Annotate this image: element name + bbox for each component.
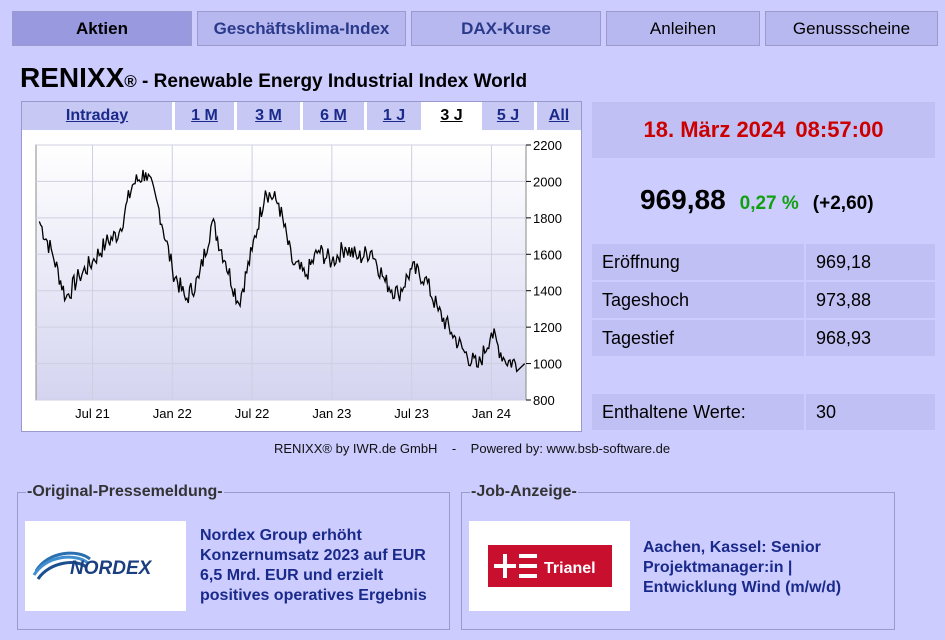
press-release-legend: -Original-Pressemeldung- <box>26 483 224 501</box>
y-tick-label: 2000 <box>533 174 562 189</box>
stats-value: 973,88 <box>806 282 935 318</box>
stats-label: Eröffnung <box>592 244 804 280</box>
trianel-logo-icon: Trianel <box>487 545 612 587</box>
job-ad-legend: -Job-Anzeige- <box>470 483 578 501</box>
y-tick-label: 800 <box>533 393 555 408</box>
y-tick-label: 1200 <box>533 320 562 335</box>
x-tick-label: Jul 23 <box>394 406 429 421</box>
range-tabs: Intraday 1 M 3 M 6 M 1 J 3 J 5 J All <box>22 102 581 130</box>
y-tick-label: 1000 <box>533 357 562 372</box>
range-tab-1m[interactable]: 1 M <box>175 102 237 130</box>
range-tab-3m[interactable]: 3 M <box>237 102 303 130</box>
y-tick-label: 2200 <box>533 138 562 153</box>
registered-mark: ® <box>124 72 137 91</box>
range-tab-1j[interactable]: 1 J <box>367 102 424 130</box>
press-release-headline[interactable]: Nordex Group erhöht Konzernumsatz 2023 a… <box>200 527 427 604</box>
quote-change-absolute: (+2,60) <box>812 193 874 214</box>
nordex-logo-text: NORDEX <box>70 558 153 579</box>
stats-value: 968,93 <box>806 320 935 356</box>
stats-row-constituents: Enthaltene Werte: 30 <box>592 394 935 430</box>
tab-aktien[interactable]: Aktien <box>12 11 192 46</box>
x-tick-label: Jul 21 <box>75 406 110 421</box>
tab-geschaeftsklima-index[interactable]: Geschäftsklima-Index <box>197 11 406 46</box>
trianel-logo[interactable]: Trianel <box>469 521 630 611</box>
x-tick-label: Jul 22 <box>235 406 270 421</box>
constituents-table: Enthaltene Werte: 30 <box>592 394 935 432</box>
y-tick-label: 1800 <box>533 211 562 226</box>
press-release-box: -Original-Pressemeldung- NORDEX Nordex G… <box>17 483 450 630</box>
tab-genussscheine[interactable]: Genussscheine <box>765 11 938 46</box>
tab-anleihen[interactable]: Anleihen <box>606 11 760 46</box>
nordex-logo[interactable]: NORDEX <box>25 521 186 611</box>
series-line <box>38 169 526 373</box>
quote-change-percent: 0,27 % <box>739 193 799 214</box>
quote-time: 08:57:00 <box>795 117 884 142</box>
range-tab-intraday[interactable]: Intraday <box>22 102 175 130</box>
quote-line: 969,88 0,27 % (+2,60) <box>640 184 874 216</box>
stats-row-open: Eröffnung 969,18 <box>592 244 935 280</box>
index-name: RENIXX <box>20 62 125 93</box>
plot-area <box>35 144 527 401</box>
stats-value: 969,18 <box>806 244 935 280</box>
index-subtitle: - Renewable Energy Industrial Index Worl… <box>136 71 528 92</box>
trianel-logo-text: Trianel <box>544 560 596 577</box>
stats-label: Tageshoch <box>592 282 804 318</box>
constituents-label: Enthaltene Werte: <box>592 394 804 430</box>
y-tick-label: 1600 <box>533 247 562 262</box>
constituents-value: 30 <box>806 394 935 430</box>
credit-line: RENIXX® by IWR.de GmbH - Powered by: www… <box>274 441 671 456</box>
stats-row-high: Tageshoch 973,88 <box>592 282 935 318</box>
x-tick-label: Jan 22 <box>153 406 192 421</box>
stats-table: Eröffnung 969,18 Tageshoch 973,88 Tagest… <box>592 244 935 358</box>
job-ad-text[interactable]: Aachen, Kassel: Senior Projektmanager:in… <box>643 539 842 596</box>
quote-date: 18. März 2024 <box>643 117 786 142</box>
job-ad-box: -Job-Anzeige- Trianel Aachen, Kassel: Se… <box>461 483 895 630</box>
nordex-logo-icon: NORDEX <box>32 551 153 580</box>
y-tick-label: 1400 <box>533 284 562 299</box>
x-tick-label: Jan 24 <box>472 406 511 421</box>
range-tab-all[interactable]: All <box>548 107 570 124</box>
chart-panel: Intraday 1 M 3 M 6 M 1 J 3 J 5 J All 800… <box>21 101 582 432</box>
line-chart: 800 1000 1200 1400 1600 1800 2000 2200 Jul 21 Ja… <box>35 138 562 421</box>
quote-datetime: 18. März 2024 08:57:00 <box>592 102 935 158</box>
stats-row-low: Tagestief 968,93 <box>592 320 935 356</box>
top-nav: Aktien Geschäftsklima-Index DAX-Kurse An… <box>12 11 938 46</box>
x-tick-label: Jan 23 <box>312 406 351 421</box>
range-tab-6m[interactable]: 6 M <box>303 102 367 130</box>
stats-label: Tagestief <box>592 320 804 356</box>
quote-price: 969,88 <box>640 184 726 215</box>
range-tab-3j[interactable]: 3 J <box>424 102 482 130</box>
tab-dax-kurse[interactable]: DAX-Kurse <box>411 11 601 46</box>
page-title: RENIXX® - Renewable Energy Industrial In… <box>20 62 527 94</box>
range-tab-5j[interactable]: 5 J <box>482 102 537 130</box>
